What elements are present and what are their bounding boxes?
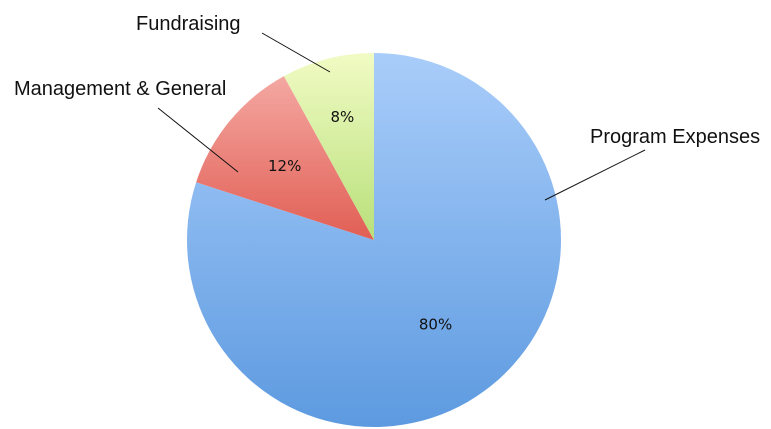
category-label-program-expenses: Program Expenses	[590, 126, 760, 148]
category-label-fundraising: Fundraising	[136, 13, 241, 35]
leader-line-program-expenses	[544, 149, 646, 201]
leader-line-management-general	[157, 107, 239, 173]
percent-label-program-expenses: 80%	[419, 316, 452, 334]
pie-slices	[187, 53, 561, 427]
pie-labels: 80% Program Expenses 12% Management & Gener…	[14, 13, 760, 334]
category-label-management-general: Management & General	[14, 78, 226, 100]
leader-lines	[157, 32, 646, 201]
percent-label-fundraising: 8%	[330, 108, 354, 126]
slice-management-general	[196, 76, 374, 241]
percent-label-management-general: 12%	[268, 157, 301, 175]
leader-line-fundraising	[261, 32, 331, 73]
slice-fundraising	[283, 53, 374, 240]
